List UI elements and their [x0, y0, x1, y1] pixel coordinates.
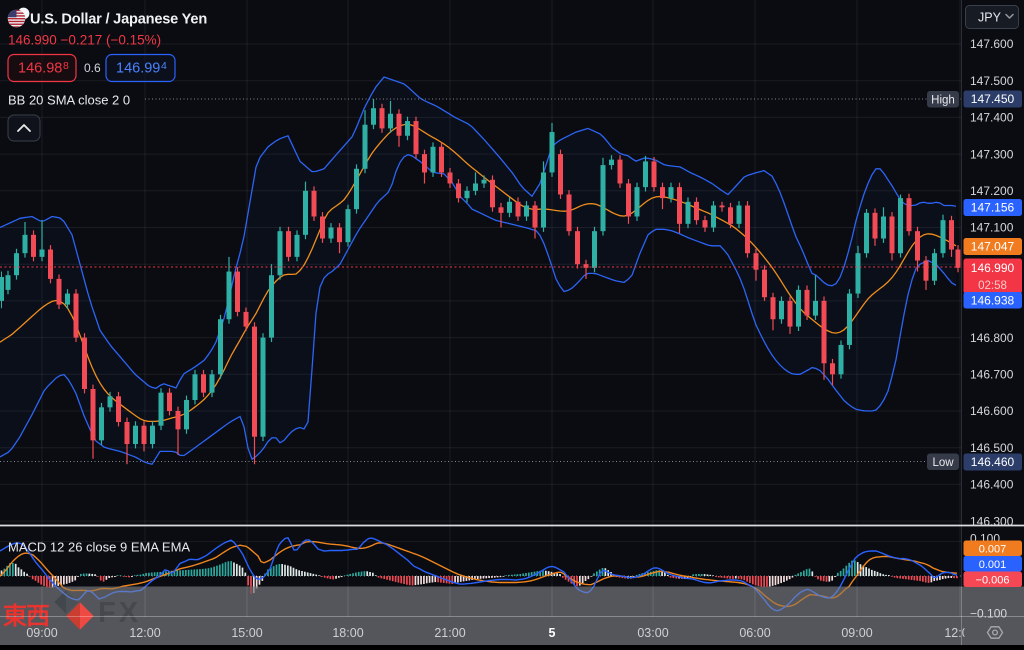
- svg-text:147.100: 147.100: [970, 221, 1014, 235]
- svg-text:146.800: 146.800: [970, 331, 1014, 345]
- svg-text:03:00: 03:00: [637, 626, 668, 640]
- svg-text:12:00: 12:00: [129, 626, 160, 640]
- svg-text:U.S. Dollar / Japanese Yen: U.S. Dollar / Japanese Yen: [30, 12, 207, 28]
- svg-text:146.460: 146.460: [971, 455, 1015, 469]
- svg-text:09:00: 09:00: [26, 626, 57, 640]
- svg-text:147.600: 147.600: [970, 37, 1014, 51]
- svg-text:0.6: 0.6: [84, 61, 101, 75]
- svg-text:146.600: 146.600: [970, 404, 1014, 418]
- svg-text:−0.100: −0.100: [970, 607, 1007, 621]
- svg-text:146.400: 146.400: [970, 478, 1014, 492]
- svg-text:JPY: JPY: [978, 11, 1002, 25]
- svg-text:147.300: 147.300: [970, 147, 1014, 161]
- svg-text:0.001: 0.001: [979, 559, 1007, 571]
- svg-text:5: 5: [549, 626, 556, 640]
- svg-text:147.200: 147.200: [970, 184, 1014, 198]
- svg-text:146.300: 146.300: [970, 514, 1014, 528]
- svg-text:06:00: 06:00: [739, 626, 770, 640]
- svg-text:High: High: [931, 94, 955, 106]
- svg-text:146.99: 146.99: [116, 61, 160, 77]
- svg-text:−0.006: −0.006: [976, 575, 1010, 587]
- svg-text:147.047: 147.047: [971, 240, 1015, 254]
- svg-text:146.500: 146.500: [970, 441, 1014, 455]
- svg-text:146.938: 146.938: [971, 293, 1015, 307]
- svg-text:146.990 −0.217 (−0.15%): 146.990 −0.217 (−0.15%): [8, 33, 161, 48]
- svg-text:FX: FX: [98, 597, 141, 629]
- svg-text:146.700: 146.700: [970, 368, 1014, 382]
- svg-text:0.007: 0.007: [979, 544, 1007, 556]
- svg-text:146.990: 146.990: [971, 261, 1015, 275]
- svg-text:Low: Low: [932, 457, 954, 469]
- svg-text:147.400: 147.400: [970, 111, 1014, 125]
- svg-text:4: 4: [161, 60, 167, 72]
- svg-text:MACD 12 26 close 9 EMA EMA: MACD 12 26 close 9 EMA EMA: [8, 540, 190, 555]
- svg-text:02:58: 02:58: [978, 280, 1007, 292]
- svg-text:8: 8: [63, 60, 69, 72]
- svg-text:21:00: 21:00: [434, 626, 465, 640]
- svg-text:東西: 東西: [3, 603, 49, 630]
- svg-text:15:00: 15:00: [231, 626, 262, 640]
- svg-text:146.98: 146.98: [18, 61, 62, 77]
- svg-text:18:00: 18:00: [332, 626, 363, 640]
- svg-text:147.500: 147.500: [970, 74, 1014, 88]
- svg-text:147.450: 147.450: [971, 92, 1015, 106]
- svg-text:147.156: 147.156: [971, 201, 1015, 215]
- svg-text:BB 20 SMA close 2 0: BB 20 SMA close 2 0: [8, 93, 130, 108]
- svg-text:12:00: 12:00: [944, 626, 975, 640]
- svg-text:09:00: 09:00: [841, 626, 872, 640]
